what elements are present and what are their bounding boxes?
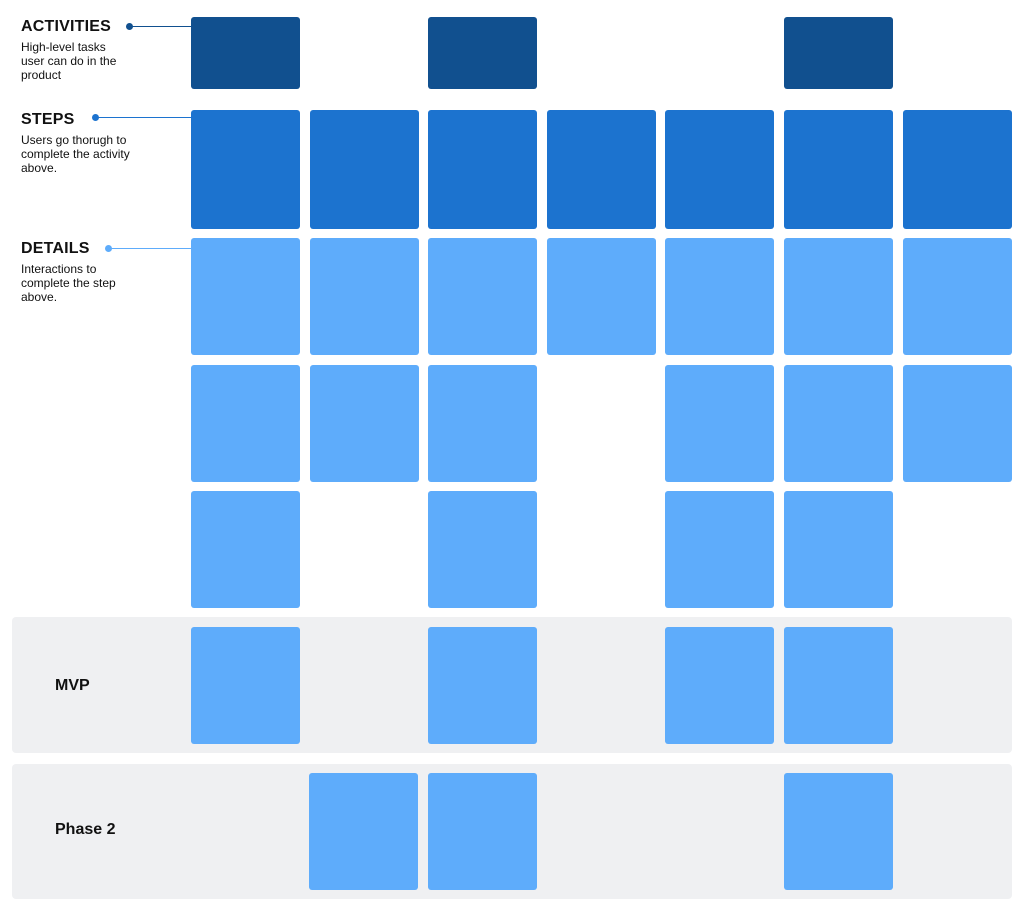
details-connector-line: [109, 248, 191, 249]
mvp-detail-card[interactable]: [784, 627, 893, 744]
step-card[interactable]: [191, 110, 300, 229]
activities-connector-line: [130, 26, 191, 27]
steps-legend: STEPS Users go thorugh to complete the a…: [21, 110, 131, 175]
activity-card[interactable]: [428, 17, 537, 89]
detail-card[interactable]: [310, 365, 419, 482]
detail-card[interactable]: [191, 491, 300, 608]
details-connector-dot: [105, 245, 112, 252]
detail-card[interactable]: [191, 365, 300, 482]
steps-connector-dot: [92, 114, 99, 121]
details-legend: DETAILS Interactions to complete the ste…: [21, 239, 131, 304]
detail-card[interactable]: [428, 491, 537, 608]
activity-card[interactable]: [191, 17, 300, 89]
details-title: DETAILS: [21, 240, 90, 257]
steps-title: STEPS: [21, 111, 75, 128]
step-card[interactable]: [428, 110, 537, 229]
detail-card[interactable]: [665, 365, 774, 482]
detail-card[interactable]: [428, 238, 537, 355]
detail-card[interactable]: [903, 365, 1012, 482]
step-card[interactable]: [665, 110, 774, 229]
phase2-detail-card[interactable]: [428, 773, 537, 890]
activities-legend: ACTIVITIES High-level tasks user can do …: [21, 17, 121, 82]
detail-card[interactable]: [903, 238, 1012, 355]
mvp-detail-card[interactable]: [191, 627, 300, 744]
activity-card[interactable]: [784, 17, 893, 89]
detail-card[interactable]: [784, 365, 893, 482]
activities-connector-dot: [126, 23, 133, 30]
step-card[interactable]: [547, 110, 656, 229]
activities-description: High-level tasks user can do in the prod…: [21, 40, 117, 82]
phase2-detail-card[interactable]: [784, 773, 893, 890]
detail-card[interactable]: [784, 491, 893, 608]
mvp-detail-card[interactable]: [665, 627, 774, 744]
details-description: Interactions to complete the step above.: [21, 262, 116, 304]
mvp-detail-card[interactable]: [428, 627, 537, 744]
step-card[interactable]: [310, 110, 419, 229]
steps-connector-line: [96, 117, 191, 118]
detail-card[interactable]: [191, 238, 300, 355]
mvp-label: MVP: [55, 677, 90, 694]
detail-card[interactable]: [665, 491, 774, 608]
detail-card[interactable]: [428, 365, 537, 482]
activities-title: ACTIVITIES: [21, 18, 112, 35]
detail-card[interactable]: [310, 238, 419, 355]
step-card[interactable]: [784, 110, 893, 229]
step-card[interactable]: [903, 110, 1012, 229]
detail-card[interactable]: [784, 238, 893, 355]
phase2-detail-card[interactable]: [309, 773, 418, 890]
detail-card[interactable]: [665, 238, 774, 355]
phase2-label: Phase 2: [55, 821, 116, 838]
detail-card[interactable]: [547, 238, 656, 355]
steps-description: Users go thorugh to complete the activit…: [21, 133, 130, 175]
